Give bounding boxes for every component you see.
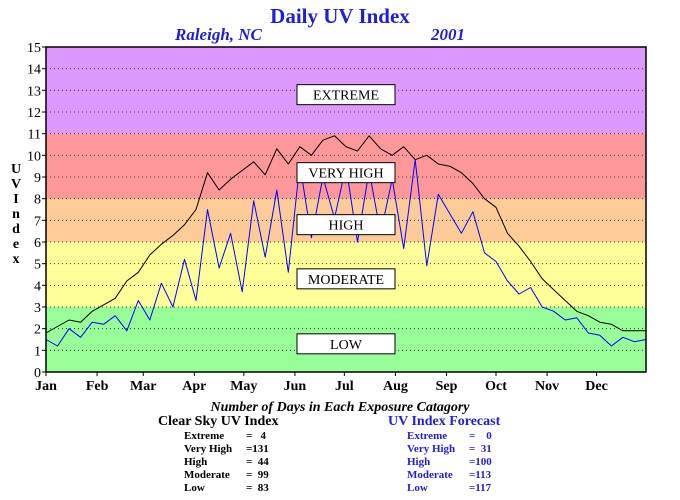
band-label-box [296, 333, 396, 355]
y-axis-label-letter: V [10, 177, 22, 192]
x-tick-label: Aug [383, 379, 408, 394]
chart-title: Daily UV Index [270, 4, 410, 28]
stat-value: = 83 [246, 482, 269, 494]
y-axis-label-letter: U [10, 162, 22, 177]
stat-label: Low [407, 482, 428, 494]
forecast-stat-row: Very High = 31 [388, 443, 500, 456]
forecast-stat-row: High =100 [388, 456, 500, 469]
band-label-text: EXTREME [313, 89, 379, 104]
y-tick-label: 11 [28, 128, 41, 143]
x-tick-label: Oct [485, 379, 507, 394]
stat-value: =100 [469, 456, 492, 468]
x-tick-label: Sep [436, 379, 458, 394]
plot-frame [45, 46, 647, 373]
clear-sky-stat-row: Extreme = 4 [158, 430, 278, 443]
x-tick-label: Jun [284, 379, 307, 394]
x-tick-label: Jan [35, 379, 57, 394]
forecast-stats-panel: UV Index Forecast Extreme = 0 Very High = … [388, 414, 500, 495]
stat-label: Very High [184, 443, 233, 455]
stat-label: High [184, 456, 208, 468]
forecast-stats-title: UV Index Forecast [388, 414, 501, 429]
y-axis-label-letter: d [12, 222, 20, 237]
stat-value: = 0 [469, 430, 492, 442]
x-tick-label: May [230, 379, 257, 394]
band-label-box [296, 214, 396, 236]
stat-value: =131 [246, 443, 269, 455]
forecast-stat-row: Low =117 [388, 482, 500, 495]
chart-subtitle-year: 2001 [431, 25, 465, 44]
x-tick-label: Jul [335, 379, 354, 394]
y-tick-label: 2 [34, 323, 41, 338]
stat-label: Moderate [407, 469, 453, 481]
band-label-box [296, 162, 396, 184]
y-axis-label: U V I n d e x [8, 162, 24, 267]
y-tick-label: 0 [34, 366, 41, 381]
y-tick-label: 15 [27, 41, 41, 56]
y-tick-label: 13 [27, 84, 41, 99]
band-label-text: LOW [330, 338, 363, 353]
y-axis-label-letter: n [12, 207, 20, 222]
clear-sky-series-line [45, 135, 646, 334]
forecast-stat-row: Extreme = 0 [388, 430, 500, 443]
clear-sky-stats-panel: Clear Sky UV Index Extreme = 4 Very High =… [158, 414, 278, 495]
stat-value: =113 [469, 469, 492, 481]
y-tick-label: 3 [34, 301, 41, 316]
stat-value: = 4 [246, 430, 267, 442]
chart-caption: Number of Days in Each Exposure Catagory [210, 400, 470, 415]
clear-sky-stat-row: Low = 83 [158, 482, 278, 495]
clear-sky-stats-title: Clear Sky UV Index [158, 414, 279, 429]
chart-subtitle-location: Raleigh, NC [175, 25, 262, 44]
clear-sky-stat-row: High = 44 [158, 456, 278, 469]
y-tick-label: 4 [34, 279, 41, 294]
stat-value: = 31 [469, 443, 492, 455]
x-tick-label: Nov [535, 379, 559, 394]
y-tick-label: 8 [34, 193, 41, 208]
clear-sky-stat-row: Moderate = 99 [158, 469, 278, 482]
stat-label: High [407, 456, 431, 468]
y-axis-label-letter: e [12, 237, 20, 252]
y-tick-label: 14 [27, 63, 41, 78]
y-tick-label: 1 [34, 344, 41, 359]
stat-label: Moderate [184, 469, 230, 481]
y-tick-label: 10 [27, 149, 41, 164]
band-label-text: VERY HIGH [308, 167, 383, 182]
x-tick-label: Dec [585, 379, 608, 394]
y-tick-label: 6 [34, 236, 41, 251]
stat-value: =117 [469, 482, 492, 494]
stat-label: Very High [407, 443, 456, 455]
forecast-stat-row: Moderate =113 [388, 469, 500, 482]
stat-label: Extreme [407, 430, 448, 442]
band-label-box [296, 268, 396, 290]
x-tick-label: Feb [86, 379, 109, 394]
x-tick-label: Apr [182, 379, 206, 394]
stat-label: Extreme [184, 430, 225, 442]
band-label-text: HIGH [329, 219, 364, 234]
stat-label: Low [184, 482, 205, 494]
clear-sky-stat-row: Very High =131 [158, 443, 278, 456]
y-axis-label-letter: I [13, 192, 19, 207]
band-label-text: MODERATE [308, 273, 384, 288]
x-tick-label: Mar [130, 379, 156, 394]
y-tick-label: 9 [34, 171, 41, 186]
stat-value: = 44 [246, 456, 269, 468]
y-tick-label: 7 [34, 214, 41, 229]
band-label-box [296, 84, 396, 106]
y-tick-label: 5 [34, 258, 41, 273]
stat-value: = 99 [246, 469, 269, 481]
y-tick-label: 12 [27, 106, 41, 121]
y-axis-label-letter: x [12, 252, 20, 267]
